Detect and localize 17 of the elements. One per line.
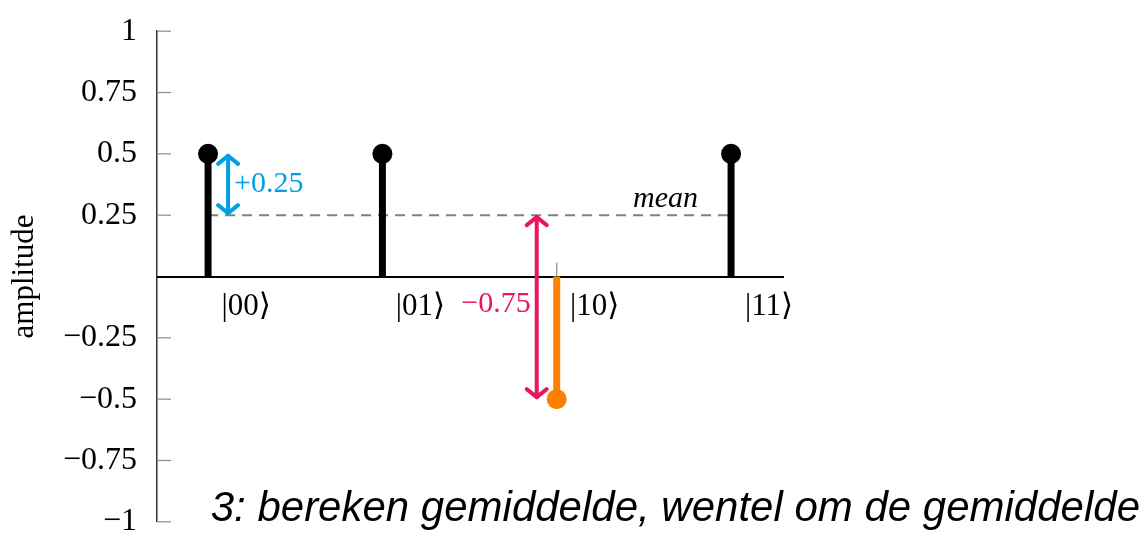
annotation: +0.25 <box>234 165 304 199</box>
y-tick-label: −0.75 <box>62 439 137 476</box>
annotation: −0.75 <box>461 285 531 319</box>
y-tick-label: 0.5 <box>97 133 137 170</box>
x-tick-label: |11⟩ <box>744 287 794 323</box>
y-tick-label: 0.75 <box>81 71 137 108</box>
y-tick-label: −1 <box>102 501 137 538</box>
text: 3: bereken gemiddelde, wentel om de gemiddelde <box>210 482 1140 532</box>
x-tick-label: |00⟩ <box>221 287 271 323</box>
y-tick-label: 1 <box>121 10 137 47</box>
ref-line-label: mean <box>633 180 699 214</box>
x-tick-label: |10⟩ <box>570 287 620 323</box>
y-tick-label: 0.25 <box>81 194 137 231</box>
x-tick-label: |01⟩ <box>395 287 446 323</box>
y-tick-label: −0.5 <box>78 378 137 415</box>
y-axis-title: amplitude <box>4 214 40 339</box>
y-tick-label: −0.25 <box>62 317 137 354</box>
